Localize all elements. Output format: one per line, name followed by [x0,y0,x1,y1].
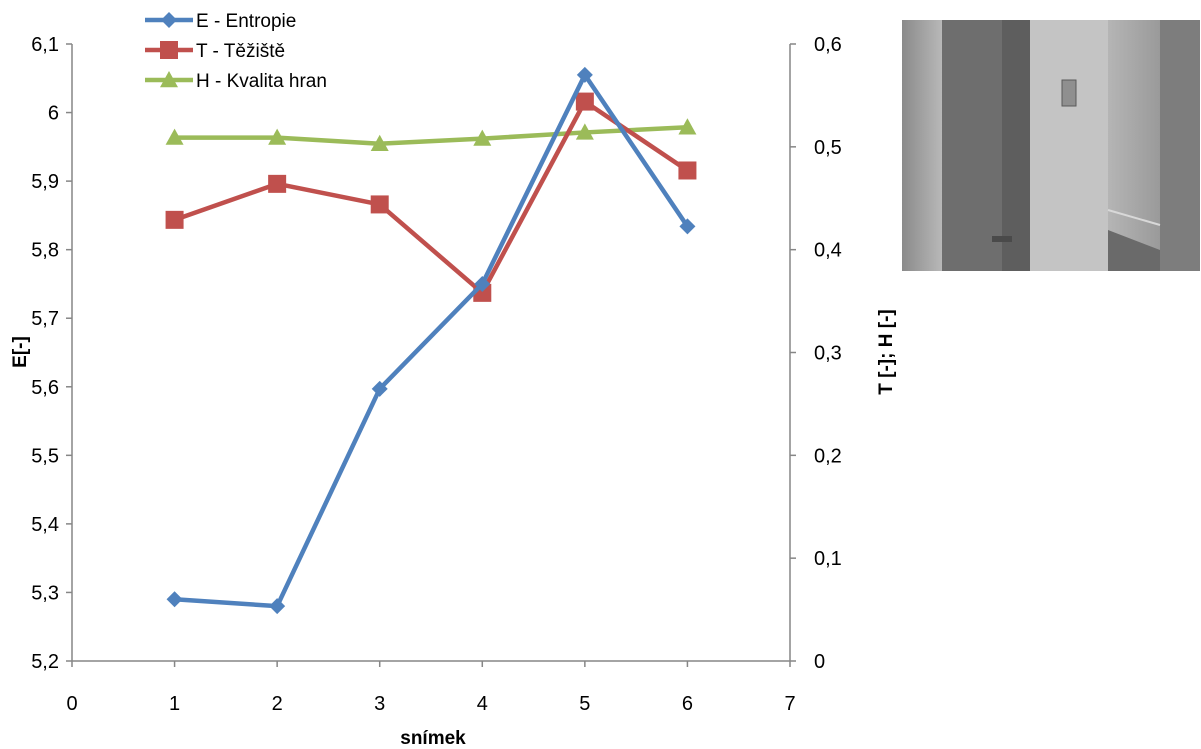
data-point [678,161,697,180]
y-right-tick-label: 0,6 [814,34,842,56]
series-line [174,72,690,609]
legend-label: H - Kvalita hran [196,71,327,92]
y-right-tick-label: 0 [814,651,825,673]
data-point [576,66,593,83]
y-left-tick-label: 5,2 [31,651,59,673]
x-tick-label: 4 [477,693,488,715]
data-point [268,174,287,193]
data-point [166,591,183,608]
x-tick-label: 5 [579,693,590,715]
y-left-tick-label: 6 [48,103,59,125]
y-right-tick-label: 0,5 [814,137,842,159]
legend-label: T - Těžiště [196,41,285,62]
legend-marker [160,41,178,59]
x-tick-label: 6 [682,693,693,715]
data-point [474,275,491,292]
legend-label: E - Entropie [196,11,296,32]
y-left-tick-label: 5,7 [31,308,59,330]
y-left-tick-label: 5,8 [31,240,59,262]
x-axis-title: snímek [400,728,466,749]
series-diamond [166,66,696,615]
data-point [371,380,388,397]
y-right-tick-label: 0,4 [814,240,842,262]
data-point [165,128,184,145]
y-right-tick-label: 0,2 [814,445,842,467]
y-right-tick-label: 0,1 [814,548,842,570]
series-line [174,125,688,146]
series-line [173,99,689,296]
data-point [268,128,287,145]
y-left-tick-label: 6,1 [31,34,59,56]
door-corridor-photo [902,20,1200,271]
data-point [165,210,184,229]
x-tick-label: 1 [169,693,180,715]
series-triangle [165,118,697,151]
legend: E - Entropie T - Těžiště H - Kvalita hran [145,11,327,92]
y-left-tick-label: 5,4 [31,514,59,536]
y-left-tick-label: 5,6 [31,377,59,399]
y-left-tick-label: 5,3 [31,582,59,604]
y-right-axis-title: T [-]; H [-] [876,309,897,394]
x-tick-label: 3 [374,693,385,715]
data-point [679,218,696,235]
data-point [370,195,389,214]
data-point [678,118,697,135]
x-tick-label: 0 [66,693,77,715]
series-square [165,92,697,302]
data-point [473,129,492,146]
y-left-tick-label: 5,5 [31,445,59,467]
x-tick-label: 2 [272,693,283,715]
data-point [370,134,389,151]
data-point [269,598,286,615]
y-right-tick-label: 0,3 [814,343,842,365]
legend-marker [161,12,177,28]
x-tick-label: 7 [784,693,795,715]
data-point [575,123,594,140]
data-point [575,92,594,111]
legend-marker [160,71,178,88]
axes [66,43,796,667]
y-left-axis-title: E[-] [10,336,31,368]
tick-labels: 5,2 5,3 5,4 5,5 5,6 5,7 5,8 5,9 6 6,1 0 0,1 0,2 0,3 0,… [31,34,842,715]
y-left-tick-label: 5,9 [31,171,59,193]
series-layer [165,66,697,615]
